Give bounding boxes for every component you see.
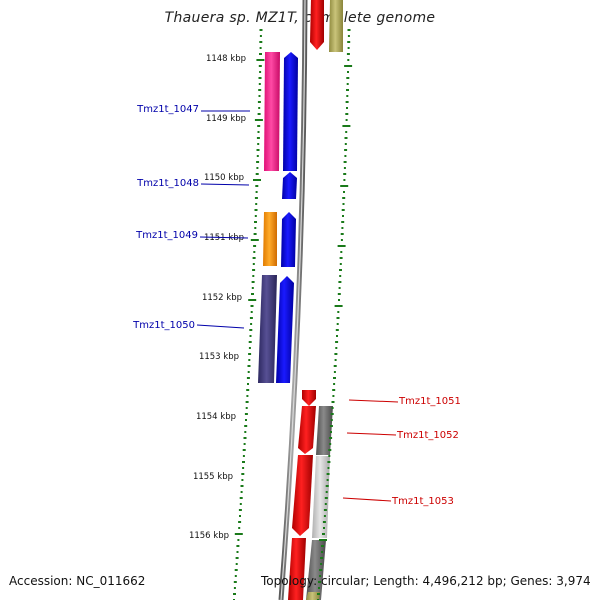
gene-labels: Tmz1t_1047 Tmz1t_1048 Tmz1t_1049 Tmz1t_1… [132,104,461,507]
kbp-label-1149: 1149 kbp [206,114,246,124]
gene-label-1047[interactable]: Tmz1t_1047 [136,104,199,115]
gene-arrow-1051 [302,390,316,406]
gene-label-1052[interactable]: Tmz1t_1052 [396,430,459,441]
leader-line-1051 [348,399,399,403]
kbp-ruler-right [317,29,353,600]
cog-band-left [258,52,280,383]
cog-gray-block-2 [306,540,326,600]
leader-line-1050 [196,324,245,329]
accession-text: Accession: NC_011662 [9,574,146,588]
cog-lightgray-block [312,456,330,538]
gene-arrow-1048 [282,172,297,199]
gene-label-1048[interactable]: Tmz1t_1048 [136,178,199,189]
leader-line-1048 [200,183,250,186]
cog-orange-block [263,212,277,266]
gene-label-1051[interactable]: Tmz1t_1051 [398,396,461,407]
cog-purple-block [258,275,277,383]
genome-backbone-highlight [280,0,306,600]
gene-arrow-top [310,0,324,50]
genome-title: Thauera sp. MZ1T, complete genome [164,10,436,26]
kbp-label-1152: 1152 kbp [202,293,242,303]
kbp-label-1153: 1153 kbp [199,352,239,362]
gene-label-1049[interactable]: Tmz1t_1049 [135,230,198,241]
kbp-label-1151: 1151 kbp [204,233,244,243]
gene-arrow-1050 [276,276,294,383]
cog-olive-block-2 [306,592,320,600]
kbp-label-1156: 1156 kbp [189,531,229,541]
gene-label-1050[interactable]: Tmz1t_1050 [132,320,195,331]
leader-line-1052 [346,432,397,436]
gene-arrow-1049 [281,212,296,267]
gene-arrow-1052 [298,406,316,454]
kbp-label-1155: 1155 kbp [193,472,233,482]
topology-text: Topology: circular; Length: 4,496,212 bp… [261,574,591,588]
cog-band-right [306,0,343,600]
gene-label-1053[interactable]: Tmz1t_1053 [391,496,454,507]
gene-arrow-bottom [288,538,306,600]
gene-arrow-1053 [292,455,313,536]
leader-line-1049 [199,236,249,239]
forward-strand-genes [288,0,324,600]
kbp-label-1154: 1154 kbp [196,412,236,422]
reverse-strand-genes [276,52,298,383]
cog-olive-block [329,0,343,52]
cog-gray-block [316,406,333,455]
kbp-label-1150: 1150 kbp [204,173,244,183]
gene-arrow-1047 [283,52,298,171]
kbp-ruler-left [233,29,265,600]
kbp-label-1148: 1148 kbp [206,54,246,64]
cog-pink-block [264,52,280,171]
leader-line-1053 [342,497,392,502]
kbp-labels: 1148 kbp 1149 kbp 1150 kbp 1151 kbp 1152… [189,54,246,541]
